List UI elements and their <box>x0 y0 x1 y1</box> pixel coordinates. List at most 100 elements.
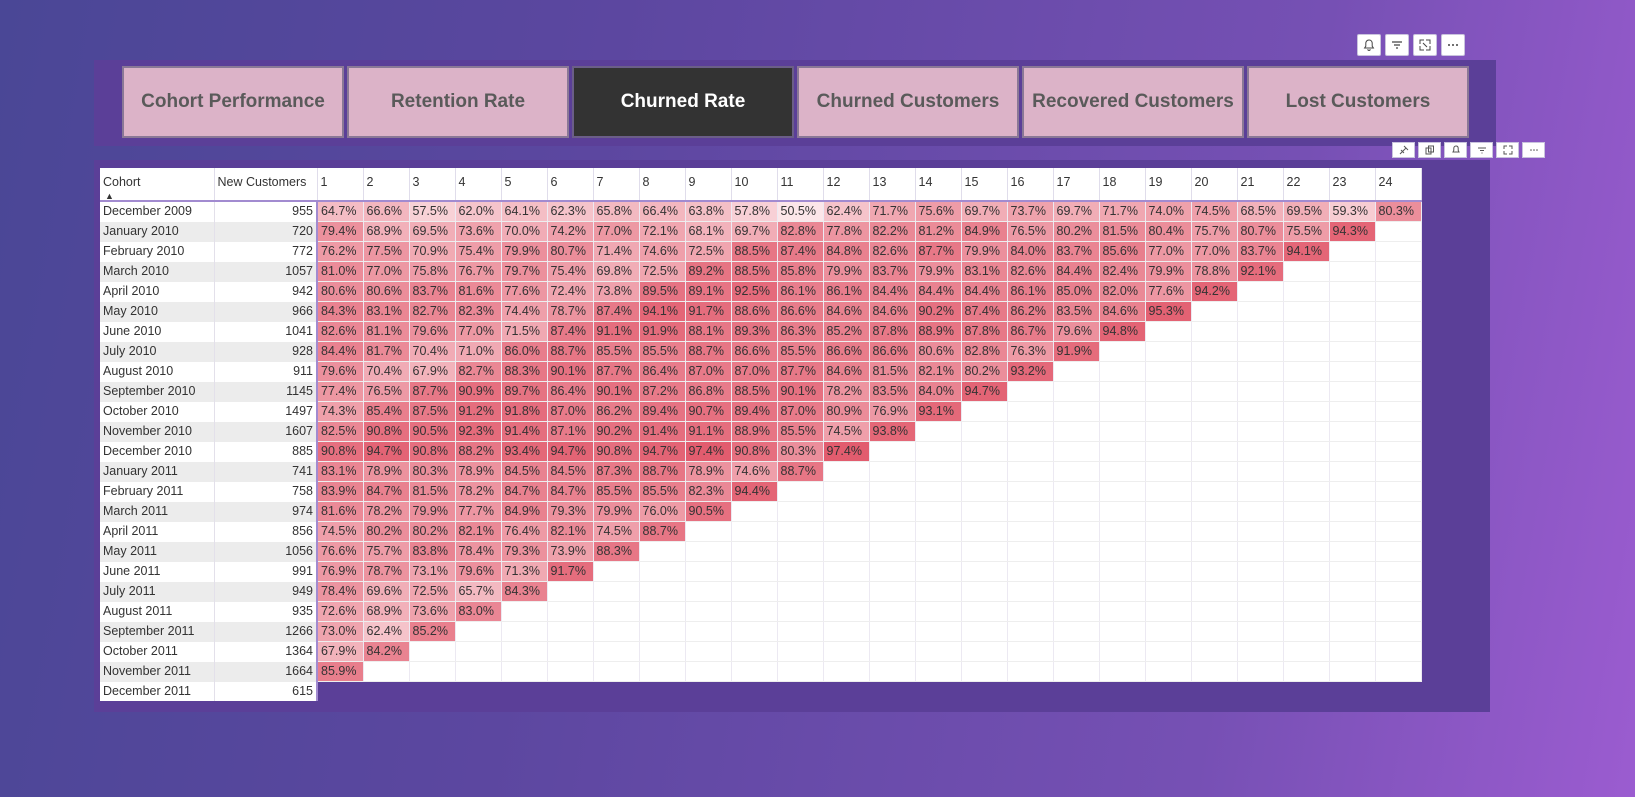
period-column-header[interactable]: 2 <box>363 168 410 202</box>
bell-icon[interactable] <box>1444 142 1467 158</box>
churn-rate-cell: 67.9% <box>409 361 456 382</box>
more-options-icon[interactable] <box>1441 34 1465 56</box>
empty-cell <box>1375 421 1422 442</box>
churn-rate-cell: 93.2% <box>1007 361 1054 382</box>
empty-cell <box>823 541 870 562</box>
empty-cell <box>639 581 686 602</box>
period-column-header[interactable]: 24 <box>1375 168 1422 202</box>
churn-rate-cell: 85.8% <box>777 261 824 282</box>
churn-rate-cell: 73.7% <box>1007 201 1054 222</box>
churn-rate-cell: 84.5% <box>547 461 594 482</box>
empty-cell <box>1145 621 1192 642</box>
bell-icon[interactable] <box>1357 34 1381 56</box>
period-column-header[interactable]: 19 <box>1145 168 1192 202</box>
churn-rate-cell: 94.7% <box>547 441 594 462</box>
more-options-icon[interactable] <box>1522 142 1545 158</box>
cohort-row: June 2011 991 76.9% 78.7% 73.1% 79.6% 71.3% 91.… <box>100 561 1422 582</box>
churn-rate-cell: 84.3% <box>501 581 548 602</box>
churn-rate-cell: 78.2% <box>455 481 502 502</box>
cohort-row: March 2010 1057 81.0% 77.0% 75.8% 76.7% 79.7% 7… <box>100 261 1422 282</box>
period-column-header[interactable]: 12 <box>823 168 870 202</box>
empty-cell <box>1145 381 1192 402</box>
churn-rate-cell: 94.1% <box>639 301 686 322</box>
churn-rate-cell: 82.5% <box>317 421 364 442</box>
empty-cell <box>777 581 824 602</box>
focus-mode-icon[interactable] <box>1496 142 1519 158</box>
cohort-label: February 2011 <box>100 481 215 502</box>
churn-rate-cell: 66.6% <box>363 201 410 222</box>
empty-cell <box>501 661 548 682</box>
period-column-header[interactable]: 1 <box>317 168 364 202</box>
empty-cell <box>1329 561 1376 582</box>
matrix-panel: Cohort ▲ New Customers 1 2 3 4 5 6 7 8 9 10 11 12 13 1… <box>94 160 1490 712</box>
period-column-header[interactable]: 21 <box>1237 168 1284 202</box>
churn-rate-cell: 90.2% <box>593 421 640 442</box>
empty-cell <box>1237 601 1284 622</box>
copy-icon[interactable] <box>1418 142 1441 158</box>
empty-cell <box>1191 682 1237 701</box>
focus-mode-icon[interactable] <box>1413 34 1437 56</box>
cohort-column-header[interactable]: Cohort ▲ <box>100 168 215 202</box>
empty-cell <box>1283 541 1330 562</box>
churn-rate-cell: 82.4% <box>1099 261 1146 282</box>
churn-rate-cell: 71.7% <box>1099 201 1146 222</box>
period-column-header[interactable]: 3 <box>409 168 456 202</box>
empty-cell <box>961 541 1008 562</box>
period-column-header[interactable]: 14 <box>915 168 962 202</box>
empty-cell <box>1237 281 1284 302</box>
cohort-label: August 2011 <box>100 601 215 622</box>
filter-icon[interactable] <box>1470 142 1493 158</box>
new-customers-value: 955 <box>214 201 318 222</box>
churn-rate-cell: 88.1% <box>685 321 732 342</box>
new-customers-column-header[interactable]: New Customers <box>214 168 318 202</box>
churn-rate-cell: 83.1% <box>317 461 364 482</box>
period-column-header[interactable]: 22 <box>1283 168 1330 202</box>
churn-rate-cell: 80.7% <box>1237 221 1284 242</box>
period-column-header[interactable]: 6 <box>547 168 594 202</box>
period-column-header[interactable]: 5 <box>501 168 548 202</box>
nav-recovered-customers-button[interactable]: Recovered Customers <box>1022 66 1244 138</box>
churn-rate-cell: 86.1% <box>1007 281 1054 302</box>
empty-cell <box>1007 621 1054 642</box>
period-column-header[interactable]: 20 <box>1191 168 1238 202</box>
period-column-header[interactable]: 7 <box>593 168 640 202</box>
churn-rate-cell: 79.9% <box>409 501 456 522</box>
empty-cell <box>1099 381 1146 402</box>
empty-cell <box>1007 441 1054 462</box>
empty-cell <box>915 521 962 542</box>
period-column-header[interactable]: 17 <box>1053 168 1100 202</box>
filter-icon[interactable] <box>1385 34 1409 56</box>
cohort-row: November 2011 1664 85.9% <box>100 661 1422 682</box>
empty-cell <box>869 561 916 582</box>
period-column-header[interactable]: 4 <box>455 168 502 202</box>
empty-cell <box>1053 641 1100 662</box>
period-column-header[interactable]: 10 <box>731 168 778 202</box>
churn-rate-cell: 75.4% <box>547 261 594 282</box>
nav-lost-customers-button[interactable]: Lost Customers <box>1247 66 1469 138</box>
nav-churned-rate-button[interactable]: Churned Rate <box>572 66 794 138</box>
period-column-header[interactable]: 13 <box>869 168 916 202</box>
churn-rate-cell: 75.7% <box>1191 221 1238 242</box>
nav-cohort-performance-button[interactable]: Cohort Performance <box>122 66 344 138</box>
period-column-header[interactable]: 18 <box>1099 168 1146 202</box>
matrix-header-row: Cohort ▲ New Customers 1 2 3 4 5 6 7 8 9 10 11 12 13 1… <box>100 168 1422 202</box>
churn-rate-cell: 67.9% <box>317 641 364 662</box>
period-column-header[interactable]: 16 <box>1007 168 1054 202</box>
nav-churned-customers-button[interactable]: Churned Customers <box>797 66 1019 138</box>
period-column-header[interactable]: 8 <box>639 168 686 202</box>
pin-icon[interactable] <box>1392 142 1415 158</box>
cohort-row: October 2010 1497 74.3% 85.4% 87.5% 91.2% 91.8… <box>100 401 1422 422</box>
cohort-label: June 2011 <box>100 561 215 582</box>
churn-rate-cell: 73.1% <box>409 561 456 582</box>
cohort-row: April 2011 856 74.5% 80.2% 80.2% 82.1% 76.4% 82… <box>100 521 1422 542</box>
new-customers-value: 966 <box>214 301 318 322</box>
period-column-header[interactable]: 11 <box>777 168 824 202</box>
churn-rate-cell: 87.7% <box>593 361 640 382</box>
cohort-label: March 2010 <box>100 261 215 282</box>
period-column-header[interactable]: 15 <box>961 168 1008 202</box>
empty-cell <box>1237 321 1284 342</box>
period-column-header[interactable]: 9 <box>685 168 732 202</box>
period-column-header[interactable]: 23 <box>1329 168 1376 202</box>
churn-rate-cell: 90.8% <box>409 441 456 462</box>
nav-retention-rate-button[interactable]: Retention Rate <box>347 66 569 138</box>
